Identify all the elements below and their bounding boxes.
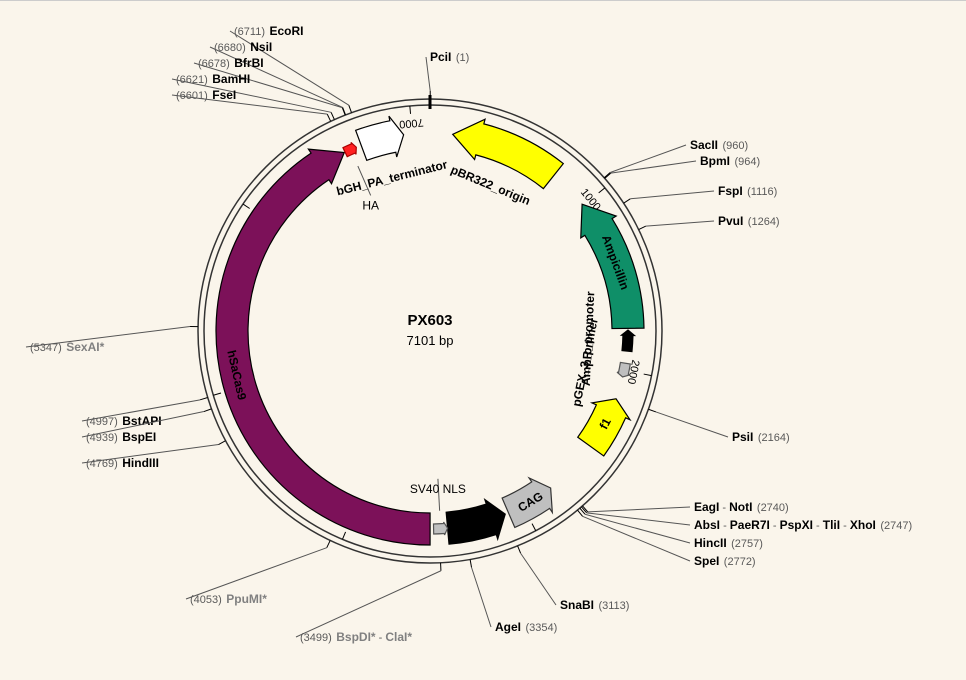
tick [644, 374, 652, 376]
site-leader [610, 145, 686, 173]
site-label: AbsI - PaeR7I - PspXI - TliI - XhoI (274… [694, 516, 912, 533]
site-label: (6601) FseI [176, 86, 236, 103]
site-tick [470, 560, 471, 568]
tick-label: 7000 [399, 116, 424, 130]
site-label: SacII (960) [690, 136, 748, 153]
tick [243, 204, 250, 208]
site-label: PvuI (1264) [718, 212, 780, 229]
tick [532, 524, 536, 531]
site-tick [331, 112, 334, 119]
site-leader [296, 571, 441, 637]
site-tick [200, 398, 208, 400]
site-tick [639, 226, 646, 229]
site-label: (6678) BfrBI [198, 54, 264, 71]
svg-text:7000: 7000 [399, 116, 424, 130]
site-label: (6680) NsiI [214, 38, 272, 55]
site-leader [646, 221, 714, 226]
site-label: (6621) BamHI [176, 70, 250, 87]
feature-sv40 [434, 522, 448, 535]
feature-ha [343, 142, 356, 156]
feature-label: SV40 NLS [410, 482, 466, 496]
site-tick [605, 173, 611, 178]
feature-label: bGH_PA_terminator [335, 157, 449, 198]
svg-text:pGEX_3_primer: pGEX_3_primer [569, 316, 601, 407]
site-tick [219, 441, 226, 445]
site-tick [349, 105, 352, 113]
site-tick [648, 409, 656, 412]
feature-cas9 [216, 149, 430, 545]
site-label: HincII (2757) [694, 534, 763, 551]
site-leader [611, 161, 696, 173]
feature-pgex [617, 362, 630, 377]
site-tick [624, 199, 631, 203]
site-leader [588, 507, 690, 512]
site-tick [604, 173, 610, 178]
site-label: SnaBI (3113) [560, 596, 629, 613]
site-leader [630, 191, 714, 199]
site-label: (6711) EcoRI [234, 22, 303, 39]
tick [410, 106, 411, 114]
tick [599, 188, 605, 193]
tick [213, 393, 221, 395]
site-tick [327, 540, 330, 547]
site-label: PsiI (2164) [732, 428, 790, 445]
site-label: (4997) BstAPI [86, 412, 162, 429]
svg-text:bGH_PA_terminator: bGH_PA_terminator [335, 157, 449, 198]
site-tick [204, 409, 212, 412]
site-label: (3499) BspDI* - ClaI* [300, 628, 412, 645]
site-label: PciI (1) [430, 48, 469, 65]
site-label: (4769) HindIII [86, 454, 159, 471]
site-label: FspI (1116) [718, 182, 777, 199]
feature-bgh [356, 116, 404, 160]
site-label: SpeI (2772) [694, 552, 756, 569]
site-label: (4053) PpuMI* [190, 590, 267, 607]
site-tick [342, 108, 345, 115]
site-label: (4939) BspEI [86, 428, 156, 445]
site-tick [518, 546, 521, 553]
site-leader [472, 567, 491, 627]
site-leader [656, 412, 728, 437]
site-tick [327, 114, 330, 121]
feature-label: HA [362, 198, 379, 212]
tick [342, 532, 345, 539]
site-label: EagI - NotI (2740) [694, 498, 789, 515]
plasmid-size: 7101 bp [407, 333, 454, 348]
site-label: (5347) SexAI* [30, 338, 105, 355]
site-label: AgeI (3354) [495, 618, 557, 635]
feature-label: pGEX_3_primer [569, 316, 601, 407]
site-leader [521, 553, 556, 605]
plasmid-name: PX603 [407, 312, 452, 329]
feature-ampr [621, 330, 634, 351]
site-label: BpmI (964) [700, 152, 760, 169]
